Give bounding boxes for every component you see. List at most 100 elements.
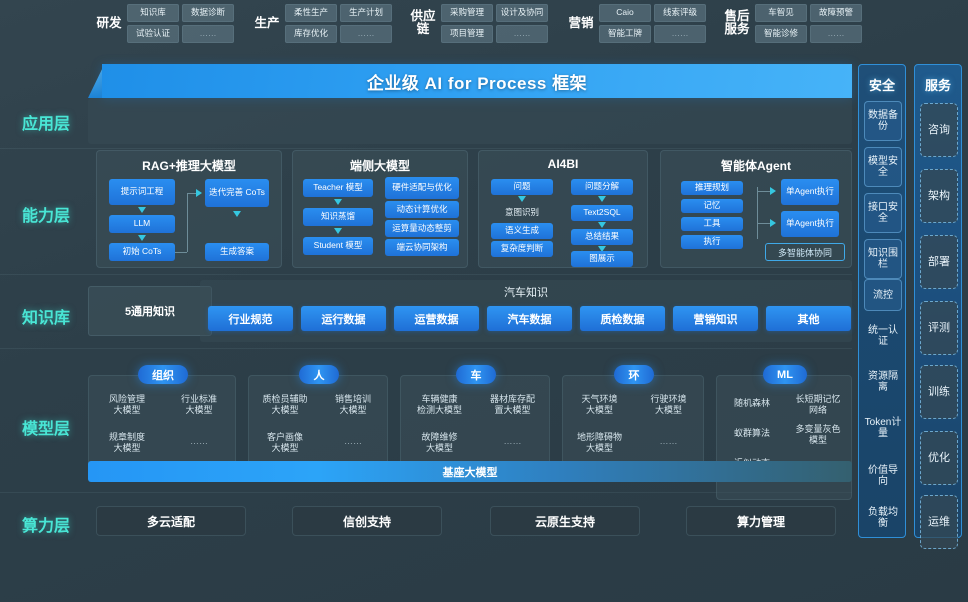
rag-node-llm[interactable]: LLM (109, 215, 175, 233)
ai4bi-node-decompose[interactable]: 问题分解 (571, 179, 633, 195)
knowledge-pill[interactable]: 行业规范 (208, 306, 293, 331)
application-cell[interactable]: 知识库 (127, 3, 179, 22)
compute-item[interactable]: 算力管理 (686, 506, 836, 536)
knowledge-pill[interactable]: 营销知识 (673, 306, 758, 331)
knowledge-pill[interactable]: 质检数据 (580, 306, 665, 331)
edge-node-teacher[interactable]: Teacher 模型 (303, 179, 373, 197)
model-item[interactable]: 风险管理 大模型 (108, 394, 145, 415)
agent-node-tools[interactable]: 工具 (681, 217, 743, 231)
model-item[interactable]: …… (190, 436, 208, 446)
knowledge-pill[interactable]: 运行数据 (301, 306, 386, 331)
application-cell[interactable]: …… (654, 24, 706, 43)
service-item[interactable]: 优化 (920, 431, 958, 485)
security-item[interactable]: 接口安全 (864, 193, 902, 233)
agent-node-execute[interactable]: 执行 (681, 235, 743, 249)
model-column-4[interactable]: 环天气环境 大模型 行驶环境 大模型 地形障碍物 大模型 …… (562, 365, 704, 475)
model-item[interactable]: 客户画像 大模型 (266, 432, 303, 453)
model-item[interactable]: …… (503, 436, 522, 446)
security-item[interactable]: Token计量 (864, 417, 902, 439)
agent-node-memory[interactable]: 记忆 (681, 199, 743, 213)
application-cell[interactable]: 智能工牌 (599, 24, 651, 43)
application-cell[interactable]: 故障预警 (810, 3, 862, 22)
model-item[interactable]: 质检员辅助 大模型 (262, 394, 308, 415)
model-item[interactable]: 地形障碍物 大模型 (576, 432, 622, 453)
rag-node-generate-answer[interactable]: 生成答案 (205, 243, 269, 261)
model-column-1[interactable]: 组织 风险管理 大模型 行业标准 大模型 规章制度 大模型 …… (88, 365, 236, 475)
model-item[interactable]: 行业标准 大模型 (180, 394, 217, 415)
application-group-4[interactable]: 营销 Caio 智能工牌 线索评级 …… (566, 0, 706, 46)
compute-item[interactable]: 多云适配 (96, 506, 246, 536)
application-cell[interactable]: …… (340, 24, 392, 43)
capability-box-rag[interactable]: RAG+推理大模型 提示词工程 LLM 初始 CoTs 迭代完善 CoTs 生成… (96, 150, 282, 268)
service-item[interactable]: 部署 (920, 235, 958, 289)
security-item[interactable]: 负载均衡 (868, 507, 898, 529)
application-group-5[interactable]: 售后服务 车智见 智能诊修 故障预警 …… (722, 0, 862, 46)
compute-item[interactable]: 信创支持 (292, 506, 442, 536)
security-item[interactable]: 知识围栏 (864, 239, 902, 279)
application-cell[interactable]: 采购管理 (441, 3, 493, 22)
application-group-3[interactable]: 供应链 采购管理 项目管理 设计及协同 …… (408, 0, 548, 46)
model-item[interactable]: 器材库存配 置大模型 (489, 394, 535, 415)
agent-node-single-agent-2[interactable]: 单Agent执行 (781, 211, 839, 237)
rag-node-initial-cots[interactable]: 初始 CoTs (109, 243, 175, 261)
knowledge-pill[interactable]: 其他 (766, 306, 851, 331)
application-cell[interactable]: 项目管理 (441, 24, 493, 43)
security-item[interactable]: 数据备份 (864, 101, 902, 141)
knowledge-pill[interactable]: 运营数据 (394, 306, 479, 331)
rag-node-prompt-engineering[interactable]: 提示词工程 (109, 179, 175, 205)
ai4bi-node-text2sql[interactable]: Text2SQL (571, 205, 633, 221)
model-item[interactable]: 行驶环境 大模型 (650, 394, 687, 415)
edge-node-pruning[interactable]: 运算量动态整剪 (385, 220, 459, 237)
model-item[interactable]: 随机森林 (733, 398, 770, 408)
application-cell[interactable]: …… (810, 24, 862, 43)
model-item[interactable]: …… (344, 436, 362, 446)
security-item[interactable]: 统一认证 (868, 325, 898, 347)
agent-node-planning[interactable]: 推理规划 (681, 181, 743, 195)
ai4bi-node-question[interactable]: 问题 (491, 179, 553, 195)
application-cell[interactable]: 智能诊修 (755, 24, 807, 43)
agent-node-single-agent-1[interactable]: 单Agent执行 (781, 179, 839, 205)
application-cell[interactable]: 设计及协同 (496, 3, 548, 22)
edge-node-cloud-edge-arch[interactable]: 端云协同架构 (385, 239, 459, 256)
application-cell[interactable]: 线索评级 (654, 3, 706, 22)
rag-node-iterative-cots[interactable]: 迭代完善 CoTs (205, 179, 269, 207)
model-item[interactable]: …… (659, 436, 678, 446)
model-item[interactable]: 长短期记忆 网络 (795, 394, 841, 415)
knowledge-pill[interactable]: 汽车数据 (487, 306, 572, 331)
application-cell[interactable]: 生产计划 (340, 3, 392, 22)
edge-node-dynamic-compute[interactable]: 动态计算优化 (385, 201, 459, 218)
model-item[interactable]: 故障维修 大模型 (421, 432, 458, 453)
model-item[interactable]: 蚁群算法 (733, 428, 770, 438)
capability-box-edge-model[interactable]: 端侧大模型 Teacher 模型 知识蒸馏 Student 模型 硬件适配与优化… (292, 150, 468, 268)
compute-item[interactable]: 云原生支持 (490, 506, 640, 536)
model-item[interactable]: 车辆健康 检测大模型 (416, 394, 462, 415)
ai4bi-node-complexity[interactable]: 复杂度判断 (491, 241, 553, 257)
service-item[interactable]: 咨询 (920, 103, 958, 157)
application-cell[interactable]: …… (496, 24, 548, 43)
security-item[interactable]: 模型安全 (864, 147, 902, 187)
model-column-2[interactable]: 人质检员辅助 大模型 销售培训 大模型 客户画像 大模型 …… (248, 365, 388, 475)
application-cell[interactable]: 试验认证 (127, 24, 179, 43)
capability-box-ai4bi[interactable]: AI4BI 问题 意图识别 语义生成 复杂度判断 问题分解 Text2SQL 总… (478, 150, 648, 268)
application-cell[interactable]: Caio (599, 3, 651, 22)
security-item[interactable]: 流控 (864, 279, 902, 311)
ai4bi-node-intent[interactable]: 意图识别 (504, 207, 539, 218)
model-item[interactable]: 规章制度 大模型 (108, 432, 145, 453)
security-item[interactable]: 价值导向 (868, 465, 898, 487)
application-group-1[interactable]: 研发 知识库 试验认证 数据诊断 …… (94, 0, 234, 46)
application-cell[interactable]: …… (182, 24, 234, 43)
edge-node-distillation[interactable]: 知识蒸馏 (303, 208, 373, 226)
model-item[interactable]: 多变量灰色 模型 (795, 424, 841, 445)
knowledge-general-box[interactable]: 5通用知识 (88, 286, 212, 336)
application-cell[interactable]: 柔性生产 (285, 3, 337, 22)
application-cell[interactable]: 库存优化 (285, 24, 337, 43)
application-cell[interactable]: 车智见 (755, 3, 807, 22)
service-item[interactable]: 架构 (920, 169, 958, 223)
application-cell[interactable]: 数据诊断 (182, 3, 234, 22)
application-group-2[interactable]: 生产 柔性生产 库存优化 生产计划 …… (252, 0, 392, 46)
service-item[interactable]: 运维 (920, 495, 958, 549)
service-item[interactable]: 评测 (920, 301, 958, 355)
ai4bi-node-semantic[interactable]: 语义生成 (491, 223, 553, 239)
model-column-3[interactable]: 车车辆健康 检测大模型 器材库存配 置大模型 故障维修 大模型 …… (400, 365, 550, 475)
security-item[interactable]: 资源隔离 (868, 371, 898, 393)
